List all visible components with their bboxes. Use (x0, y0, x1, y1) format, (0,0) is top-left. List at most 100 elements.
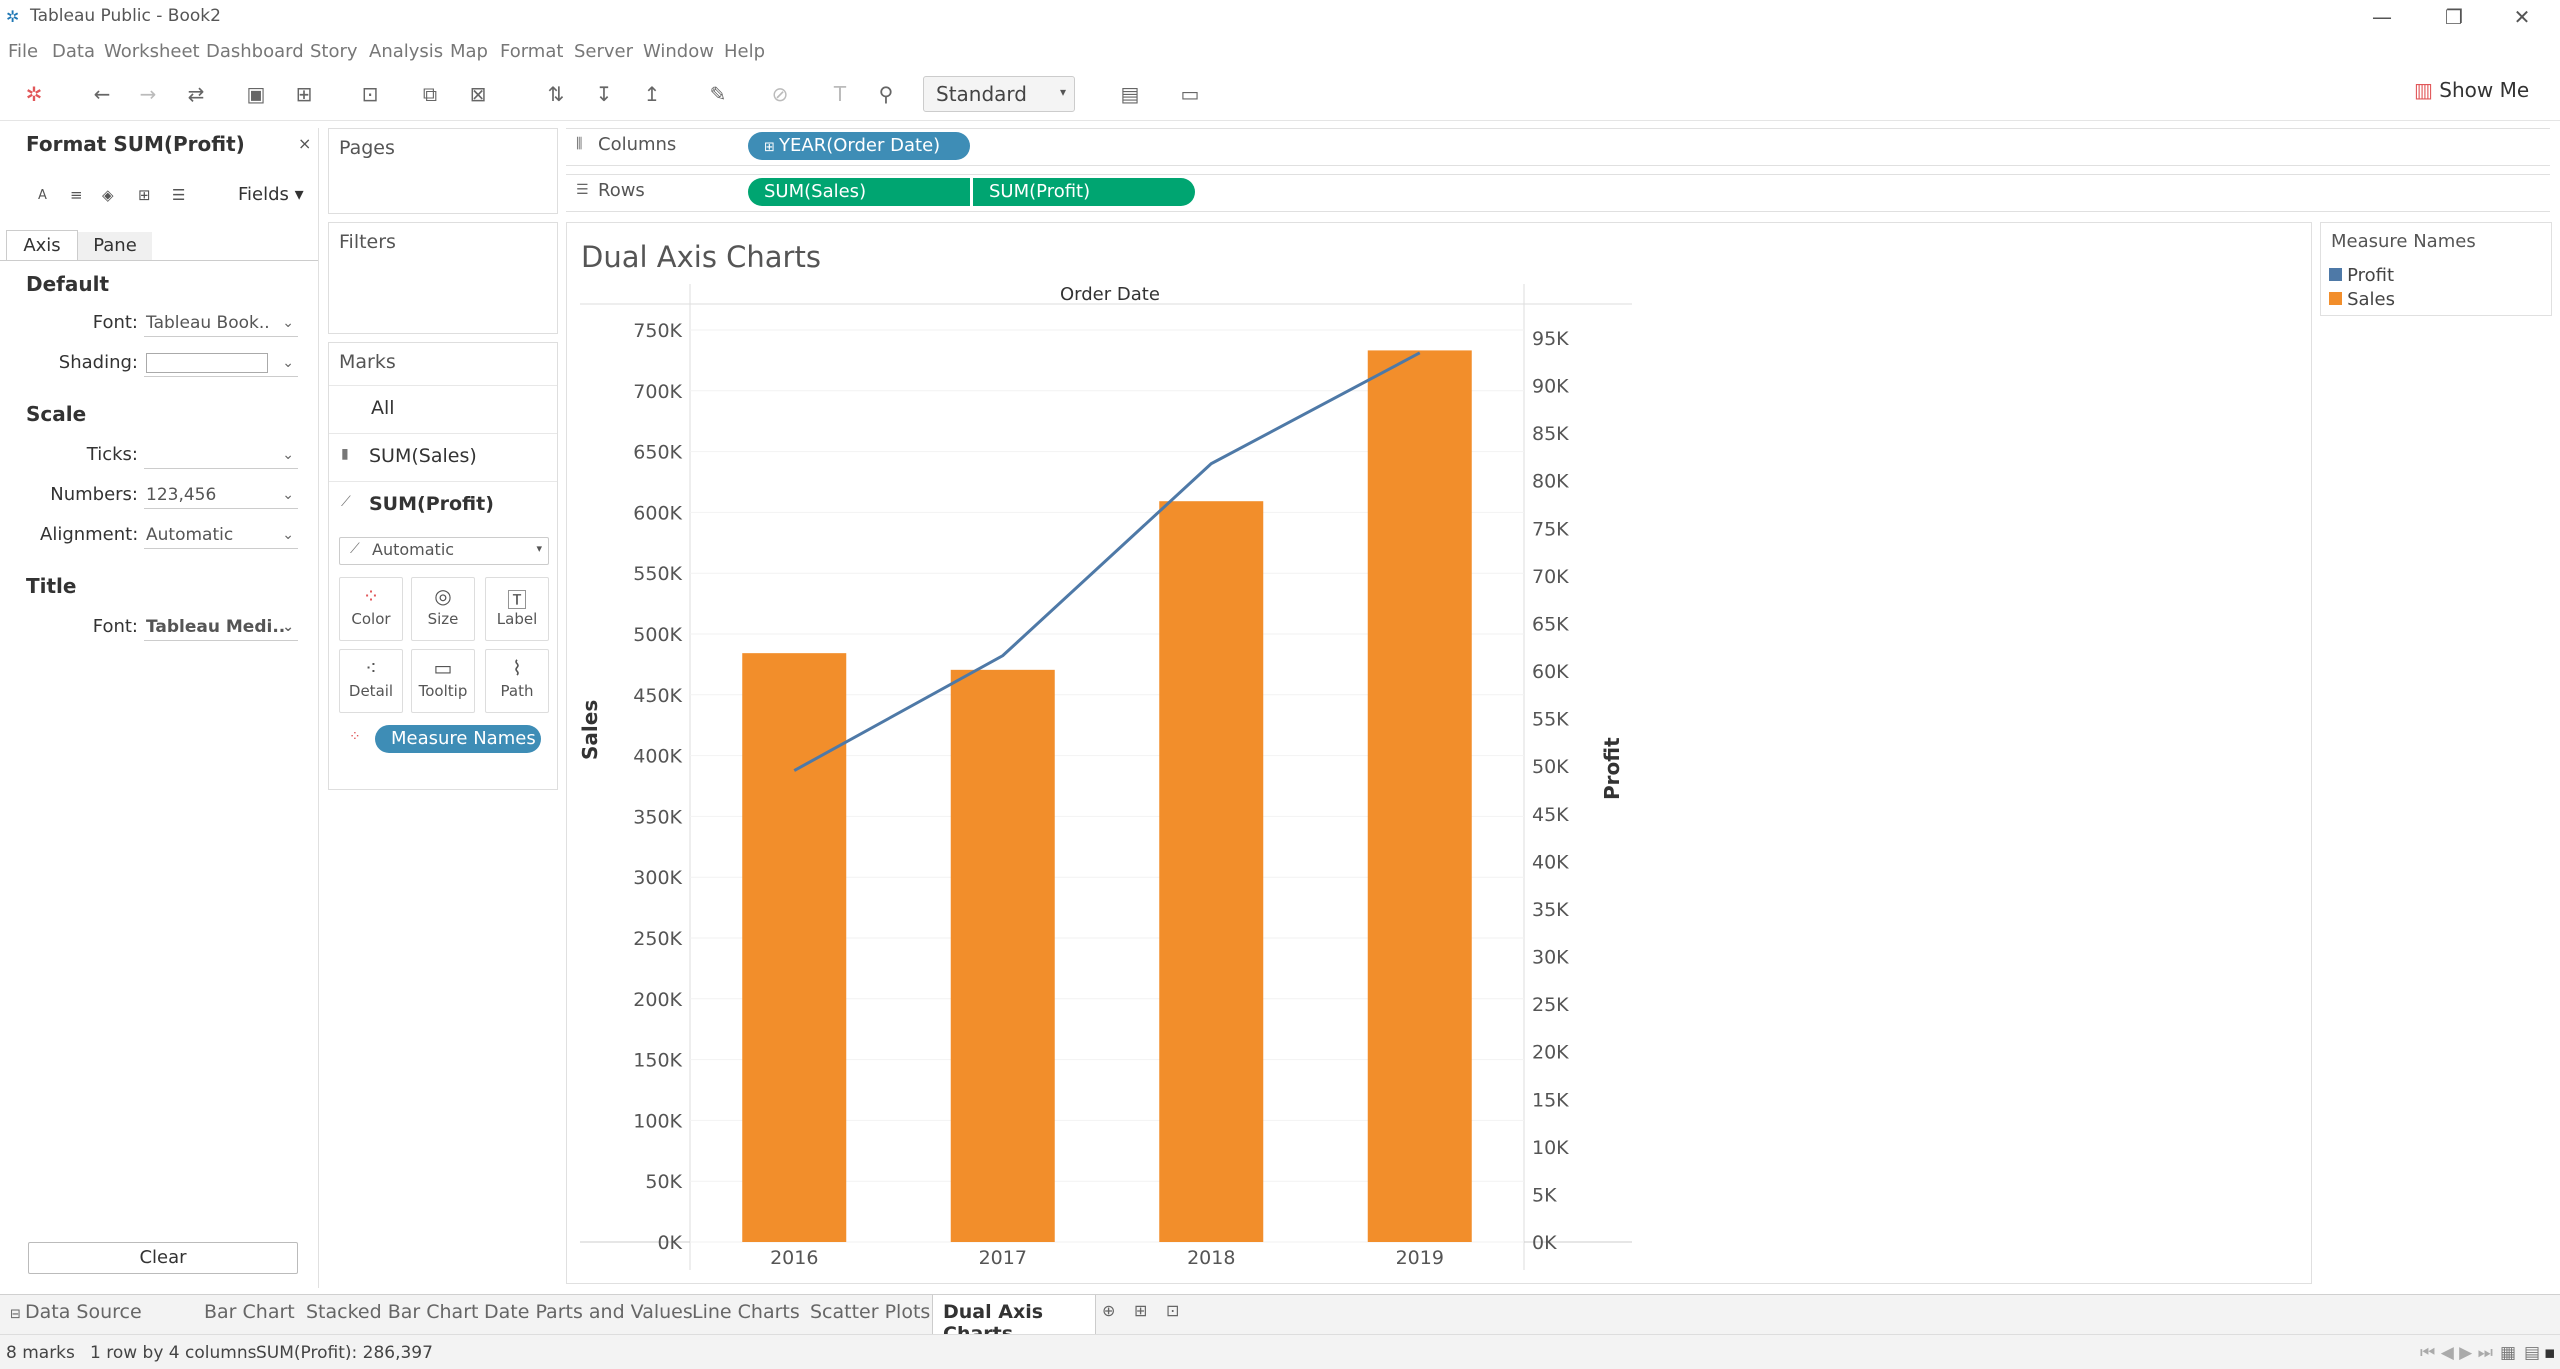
new-story-icon[interactable]: ⊡ (1166, 1301, 1180, 1320)
sum-profit-pill[interactable]: SUM(Profit) (973, 178, 1195, 206)
ticks-select[interactable]: ⌄ (144, 442, 298, 469)
page-nav-icons[interactable]: ⏮ ◀ ▶ ⏭ (2420, 1343, 2493, 1363)
borders-icon[interactable]: ⊞ (138, 186, 151, 204)
lines-icon[interactable]: ☰ (172, 186, 186, 204)
y-tick-right: 15K (1532, 1089, 1569, 1111)
menu-dashboard[interactable]: Dashboard (206, 41, 304, 62)
marks-sum-profit[interactable]: ⟋ SUM(Profit) (329, 481, 557, 528)
redo-icon[interactable]: → (139, 82, 157, 106)
menu-map[interactable]: Map (450, 41, 488, 62)
tab-pane[interactable]: Pane (78, 232, 152, 260)
tab-axis[interactable]: Axis (6, 230, 78, 261)
measure-names-pill[interactable]: Measure Names (375, 725, 541, 753)
save-icon[interactable]: ▣ (246, 82, 266, 106)
tableau-home-icon[interactable]: ✲ (25, 82, 43, 106)
filters-card[interactable]: Filters (328, 222, 558, 334)
marks-card: Marks All ▮ SUM(Sales) ⟋ SUM(Profit) ⟋ A… (328, 342, 558, 790)
clear-button[interactable]: Clear (28, 1242, 298, 1274)
x-tick-label: 2016 (770, 1247, 818, 1269)
pin-icon[interactable]: ⚲ (878, 82, 894, 106)
tab-scatter-plots[interactable]: Scatter Plots (810, 1301, 931, 1323)
marks-all[interactable]: All (329, 385, 557, 432)
alignment-icon[interactable]: ≡ (70, 186, 83, 204)
close-button[interactable]: ✕ (2513, 5, 2531, 29)
tab-stacked-bar-chart[interactable]: Stacked Bar Chart (306, 1301, 479, 1323)
rows-shelf[interactable]: ☰ Rows SUM(Sales) SUM(Profit) (566, 174, 2550, 212)
font-select[interactable]: Tableau Book.. ⌄ (144, 310, 298, 337)
legend-item-profit[interactable]: Profit (2329, 265, 2394, 286)
menu-help[interactable]: Help (724, 41, 766, 62)
y-tick-right: 95K (1532, 328, 1569, 350)
highlight-icon[interactable]: ✎ (709, 82, 727, 106)
tooltip-icon: ▭ (433, 656, 453, 680)
alignment-select[interactable]: Automatic ⌄ (144, 522, 298, 549)
clear-sheet-icon[interactable]: ⊠ (469, 82, 487, 106)
menu-file[interactable]: File (8, 41, 39, 62)
tab-line-charts[interactable]: Line Charts (692, 1301, 800, 1323)
tab-bar-chart[interactable]: Bar Chart (204, 1301, 295, 1323)
menu-server[interactable]: Server (574, 41, 634, 62)
close-icon[interactable]: × (298, 134, 312, 153)
fields-dropdown[interactable]: Fields ▾ (238, 184, 304, 205)
chevron-down-icon: ▾ (536, 542, 542, 555)
y-tick-left: 150K (633, 1050, 682, 1072)
swap-icon[interactable]: ⇅ (547, 82, 565, 106)
color-button[interactable]: ⁘ Color (339, 577, 403, 641)
menu-format[interactable]: Format (500, 41, 564, 62)
columns-shelf[interactable]: ⫼ Columns ⊞ YEAR(Order Date) (566, 128, 2550, 166)
y-tick-right: 80K (1532, 471, 1569, 493)
font-label: Font: (92, 312, 138, 333)
view-size-select[interactable]: Standard ▾ (923, 76, 1075, 112)
presentation-icon[interactable]: ▭ (1180, 82, 1200, 106)
line-mark-icon: ⟋ (341, 494, 351, 510)
undo-icon[interactable]: ← (93, 82, 111, 106)
y-tick-right: 70K (1532, 566, 1569, 588)
path-button[interactable]: ⌇ Path (485, 649, 549, 713)
new-worksheet-icon[interactable]: ⊡ (361, 82, 379, 106)
shading-icon[interactable]: ◈ (102, 186, 114, 204)
list-view-icon[interactable]: ▤ (2524, 1343, 2541, 1363)
marks-sum-sales[interactable]: ▮ SUM(Sales) (329, 433, 557, 480)
show-cards-icon[interactable]: ▤ (1120, 82, 1140, 106)
pages-card[interactable]: Pages (328, 128, 558, 214)
legend-item-sales[interactable]: Sales (2329, 289, 2395, 310)
duplicate-icon[interactable]: ⧉ (422, 82, 438, 106)
legend-title: Measure Names (2331, 231, 2476, 252)
title-font-select[interactable]: Tableau Medi.. ⌄ (144, 614, 298, 641)
sum-sales-pill[interactable]: SUM(Sales) (748, 178, 970, 206)
replay-icon[interactable]: ⇄ (187, 82, 205, 106)
tab-data-source[interactable]: ⊟ Data Source (10, 1301, 142, 1323)
menu-window[interactable]: Window (643, 41, 714, 62)
new-dashboard-icon[interactable]: ⊞ (1134, 1301, 1148, 1320)
menu-worksheet[interactable]: Worksheet (104, 41, 200, 62)
tooltip-button[interactable]: ▭ Tooltip (411, 649, 475, 713)
size-button[interactable]: ◎ Size (411, 577, 475, 641)
menu-story[interactable]: Story (310, 41, 358, 62)
menu-bar: File Data Worksheet Dashboard Story Anal… (0, 34, 2560, 68)
new-worksheet-icon[interactable]: ⊕ (1102, 1301, 1116, 1320)
filmstrip-view-icon[interactable]: ▪ (2544, 1343, 2556, 1363)
numbers-select[interactable]: 123,456 ⌄ (144, 482, 298, 509)
y-tick-left: 600K (633, 502, 682, 524)
tab-dual-axis-charts[interactable]: Dual Axis Charts (932, 1295, 1096, 1345)
y-tick-right: 85K (1532, 423, 1569, 445)
sort-ascending-icon[interactable]: ↧ (595, 82, 613, 106)
shading-select[interactable]: ⌄ (144, 350, 298, 377)
menu-data[interactable]: Data (52, 41, 95, 62)
label-icon[interactable]: T (833, 82, 847, 106)
detail-button[interactable]: ⁖ Detail (339, 649, 403, 713)
restore-button[interactable]: ❐ (2445, 5, 2463, 29)
tab-date-parts-and-values[interactable]: Date Parts and Values (484, 1301, 693, 1323)
year-order-date-pill[interactable]: ⊞ YEAR(Order Date) (748, 132, 970, 160)
grid-view-icon[interactable]: ▦ (2500, 1343, 2517, 1363)
show-me-button[interactable]: ▥ Show Me (2414, 78, 2530, 102)
sort-descending-icon[interactable]: ↥ (643, 82, 661, 106)
mark-type-select[interactable]: ⟋ Automatic ▾ (339, 537, 549, 565)
menu-analysis[interactable]: Analysis (369, 41, 444, 62)
minimize-button[interactable]: — (2372, 5, 2392, 29)
new-data-source-icon[interactable]: ⊞ (295, 82, 313, 106)
group-icon[interactable]: ⊘ (771, 82, 789, 106)
label-button[interactable]: 🅃 Label (485, 577, 549, 641)
font-format-icon[interactable]: A (38, 188, 47, 203)
